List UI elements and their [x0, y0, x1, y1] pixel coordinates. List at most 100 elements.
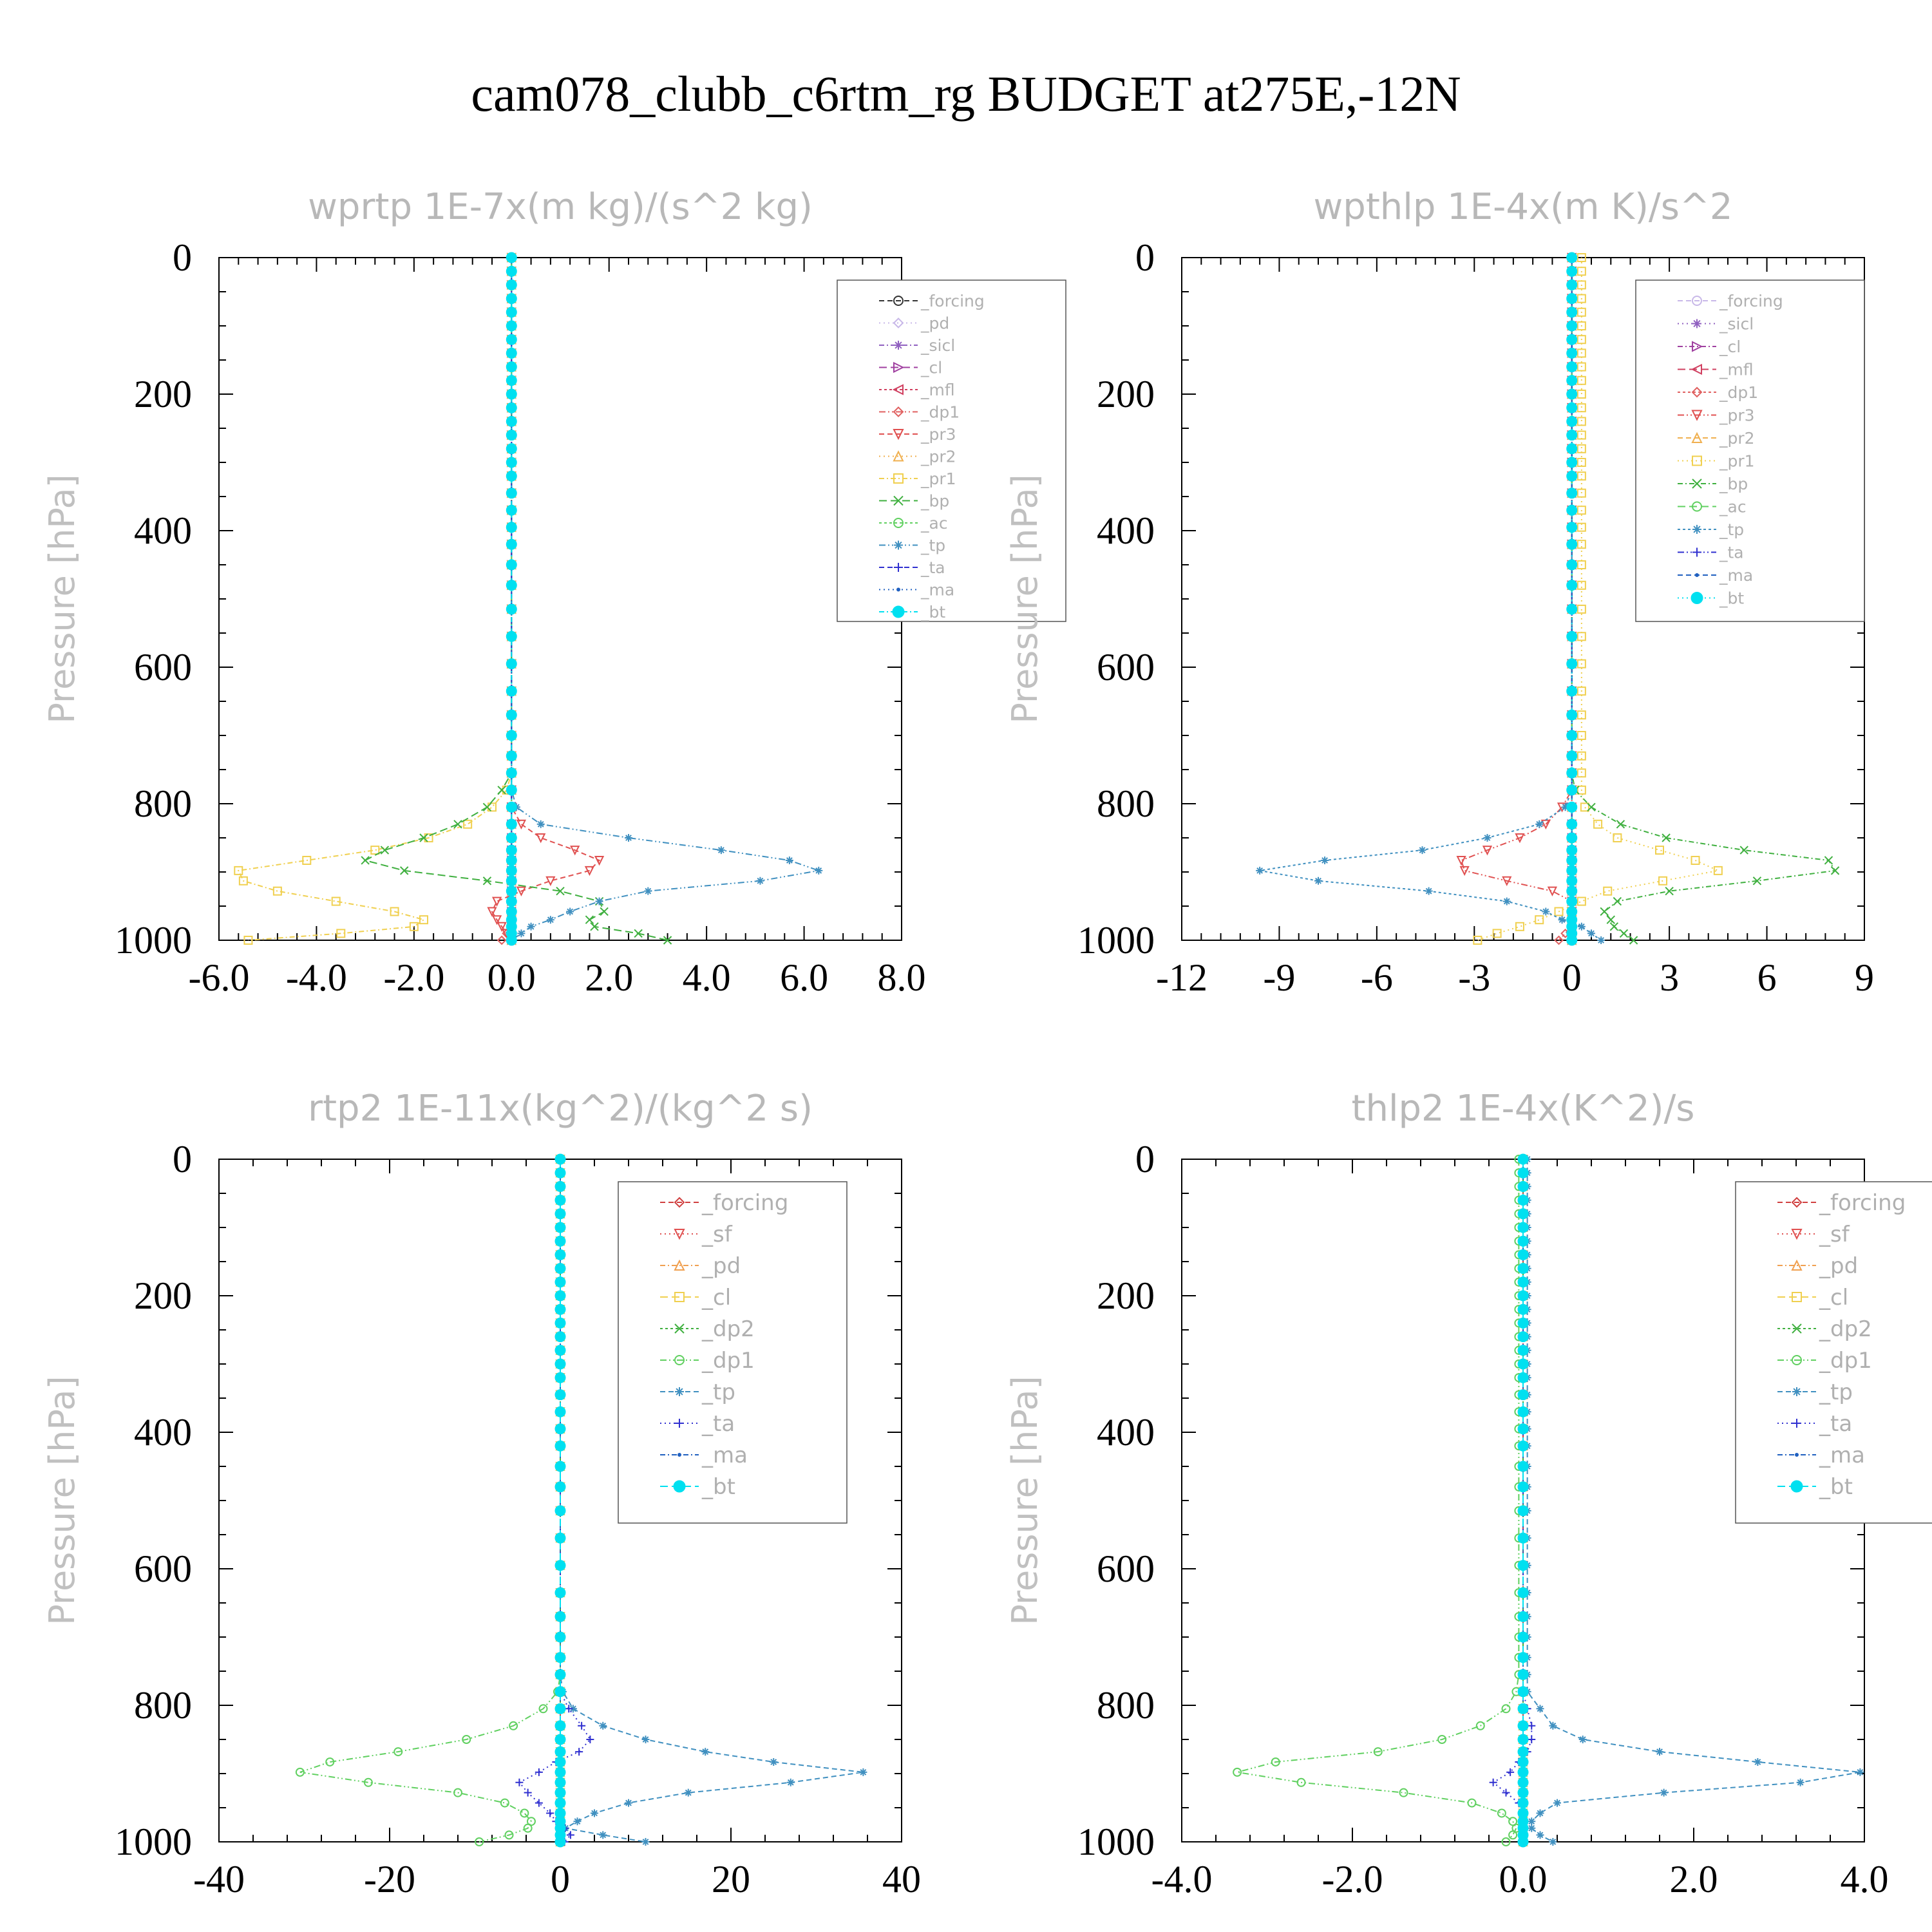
data-point [815, 866, 823, 875]
data-point [1566, 896, 1578, 907]
data-point [1566, 470, 1578, 482]
x-tick-label: 2.0 [585, 956, 633, 999]
data-point [1517, 1686, 1529, 1698]
data-point [1517, 1389, 1529, 1401]
legend-entry: _cl [1777, 1285, 1848, 1311]
data-point [1796, 1778, 1804, 1786]
data-point [506, 580, 517, 591]
data-point [488, 802, 497, 812]
legend-entry: _tp [1678, 520, 1744, 539]
data-point [1752, 876, 1762, 886]
legend-label: _bt [1719, 589, 1744, 607]
data-point [554, 1406, 566, 1417]
legend-label: _ta [701, 1411, 735, 1437]
data-point [1566, 580, 1578, 591]
data-point [1399, 1788, 1408, 1797]
data-point [554, 1290, 566, 1302]
data-point [1577, 710, 1586, 720]
legend-marker [675, 1419, 684, 1428]
data-point [419, 915, 428, 925]
legend-label: _bt [1819, 1474, 1853, 1500]
legend-entry: _cl [879, 358, 942, 377]
legend-marker [894, 341, 903, 350]
data-point [1566, 402, 1578, 413]
data-point [1536, 1809, 1544, 1817]
x-tick-label: -4.0 [286, 956, 347, 999]
data-point [663, 936, 672, 945]
data-point [1517, 1797, 1529, 1809]
legend-label: _cl [920, 358, 942, 377]
series-bt [554, 1153, 566, 1848]
x-tick-label: 0 [551, 1858, 570, 1900]
legend-entry: _dp2 [660, 1316, 755, 1342]
legend-entry: _sf [1777, 1222, 1850, 1247]
data-point [1561, 803, 1569, 811]
y-axis-label: Pressure [hPa] [1005, 1376, 1045, 1625]
data-point [554, 1440, 566, 1452]
data-point [1658, 876, 1668, 886]
legend-marker [1692, 455, 1702, 466]
data-point [575, 1748, 583, 1756]
data-point [554, 1481, 566, 1493]
data-point [1528, 1721, 1536, 1730]
data-point [1824, 856, 1833, 865]
data-point [1233, 1767, 1242, 1777]
legend-marker [674, 1229, 685, 1240]
data-point [1482, 846, 1493, 856]
data-point [546, 1809, 554, 1817]
data-point [506, 443, 517, 455]
x-tick-label: 40 [882, 1858, 921, 1900]
data-point [1566, 347, 1578, 359]
data-point [1517, 1235, 1529, 1247]
legend-marker [1791, 1229, 1803, 1240]
panel-title: rtp2 1E-11x(kg^2)/(kg^2 s) [308, 1088, 813, 1130]
data-point [1577, 403, 1586, 413]
series-line [1526, 1159, 1861, 1842]
data-point [1271, 1757, 1280, 1766]
y-tick-label: 600 [1097, 1548, 1155, 1590]
legend-label: _dp1 [1819, 1348, 1872, 1374]
x-tick-label: -6 [1361, 956, 1393, 999]
data-point [1603, 886, 1613, 896]
legend-marker [896, 587, 900, 592]
data-point [554, 1652, 566, 1663]
legend-box [618, 1181, 848, 1524]
legend-marker [893, 317, 904, 328]
legend-entry: _bt [660, 1474, 735, 1500]
data-point [331, 896, 341, 906]
legend-marker [673, 1480, 686, 1493]
data-point [1554, 935, 1564, 945]
data-point [546, 916, 554, 924]
legend-label: _bp [920, 491, 949, 510]
data-point [770, 1757, 778, 1766]
x-tick-label: -4.0 [1151, 1858, 1213, 1900]
data-point [506, 875, 517, 887]
legend-entry: _bp [879, 491, 949, 510]
data-point [1606, 915, 1615, 924]
data-point [1566, 457, 1578, 468]
data-point [1577, 922, 1586, 931]
data-point [380, 846, 390, 855]
legend-marker [1792, 1355, 1802, 1365]
data-point [1580, 802, 1589, 812]
data-point [1501, 1704, 1511, 1714]
data-point [1566, 886, 1578, 897]
data-point [554, 1372, 566, 1383]
series-bt [1517, 1153, 1529, 1848]
data-point [234, 866, 243, 875]
legend-label: _forcing [1819, 1190, 1906, 1216]
y-tick-label: 0 [173, 1138, 192, 1180]
data-point [554, 1358, 566, 1370]
data-point [599, 1831, 607, 1839]
data-point [1577, 417, 1586, 426]
data-point [641, 1736, 650, 1743]
chart-panel: rtp2 1E-11x(kg^2)/(kg^2 s) Pressure [hPa]… [42, 1088, 921, 1900]
data-point [1517, 1756, 1529, 1768]
x-tick-label: 3 [1660, 956, 1679, 999]
x-tick-label: -40 [193, 1858, 245, 1900]
legend-entry: _pd [1777, 1253, 1858, 1279]
data-point [520, 1808, 529, 1818]
legend-entry: _ta [660, 1411, 735, 1437]
data-point [506, 767, 517, 779]
series-pr3 [487, 253, 605, 946]
